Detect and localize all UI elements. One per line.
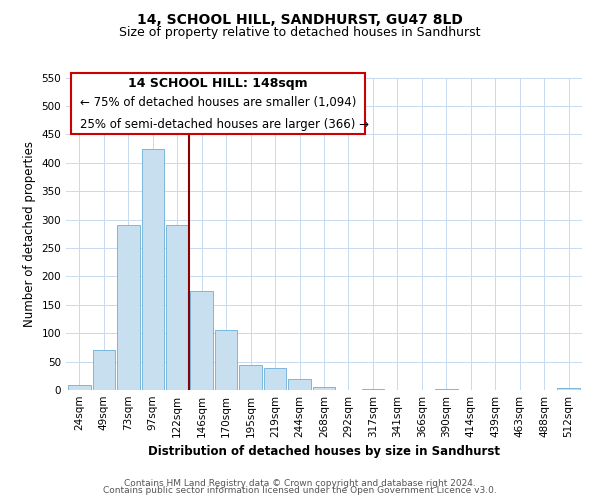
Bar [92, 350, 115, 390]
Bar [288, 378, 311, 390]
Text: 14 SCHOOL HILL: 148sqm: 14 SCHOOL HILL: 148sqm [128, 76, 308, 90]
Bar [362, 389, 384, 390]
Bar [117, 224, 140, 390]
Bar [142, 148, 164, 390]
Text: 25% of semi-detached houses are larger (366) →: 25% of semi-detached houses are larger (… [80, 118, 370, 131]
Bar [215, 330, 238, 390]
Text: Contains public sector information licensed under the Open Government Licence v3: Contains public sector information licen… [103, 486, 497, 495]
Bar [239, 365, 262, 390]
Bar [166, 224, 188, 390]
Bar [68, 386, 91, 390]
Text: Contains HM Land Registry data © Crown copyright and database right 2024.: Contains HM Land Registry data © Crown c… [124, 478, 476, 488]
FancyBboxPatch shape [71, 73, 365, 134]
Text: Size of property relative to detached houses in Sandhurst: Size of property relative to detached ho… [119, 26, 481, 39]
Bar [435, 389, 458, 390]
X-axis label: Distribution of detached houses by size in Sandhurst: Distribution of detached houses by size … [148, 446, 500, 458]
Bar [557, 388, 580, 390]
Y-axis label: Number of detached properties: Number of detached properties [23, 141, 36, 327]
Text: ← 75% of detached houses are smaller (1,094): ← 75% of detached houses are smaller (1,… [80, 96, 357, 110]
Bar [313, 387, 335, 390]
Bar [264, 368, 286, 390]
Text: 14, SCHOOL HILL, SANDHURST, GU47 8LD: 14, SCHOOL HILL, SANDHURST, GU47 8LD [137, 12, 463, 26]
Bar [190, 290, 213, 390]
